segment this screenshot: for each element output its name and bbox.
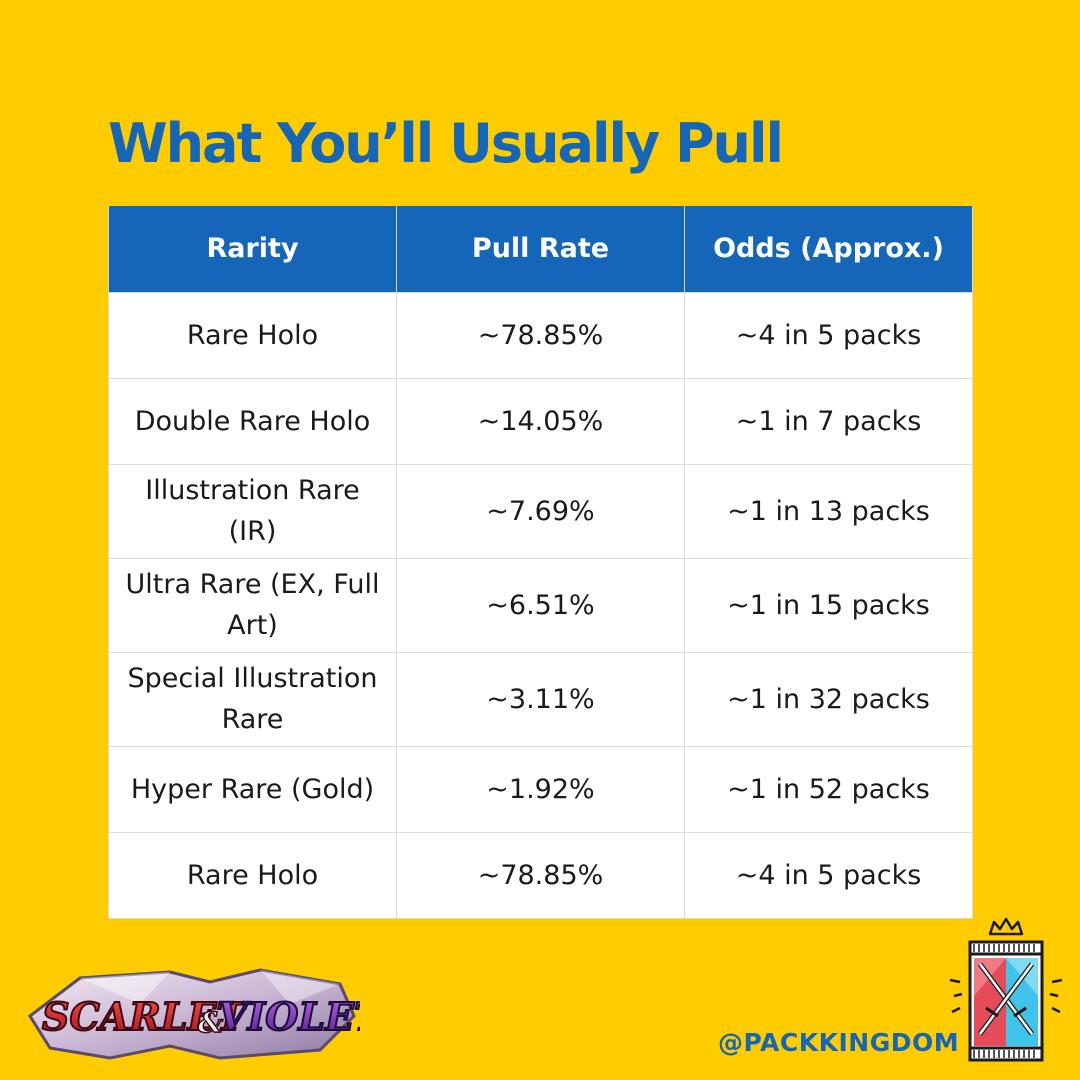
pull-rate-cell: ~7.69%	[396, 463, 685, 559]
logo-scarlet-text: SCARLET	[42, 994, 247, 1039]
odds-cell: ~1 in 52 packs	[684, 745, 973, 833]
page-title: What You’ll Usually Pull	[108, 112, 784, 175]
pull-rate-cell: ~78.85%	[396, 291, 685, 379]
rarity-cell: Double Rare Holo	[108, 377, 397, 465]
social-handle: @PACKKINGDOM	[718, 1028, 960, 1057]
rarity-cell: Special Illustration Rare	[108, 651, 397, 747]
pull-rate-table: Rarity Pull Rate Odds (Approx.) Rare Hol…	[108, 206, 973, 919]
pack-kingdom-crowned-booster-pack-icon	[949, 917, 1063, 1062]
table-row: Double Rare Holo ~14.05% ~1 in 7 packs	[108, 377, 973, 465]
pull-rate-cell: ~78.85%	[396, 831, 685, 919]
column-header-pull-rate: Pull Rate	[396, 206, 685, 293]
table-header-row: Rarity Pull Rate Odds (Approx.)	[108, 206, 973, 293]
logo-violet-text: VIOLET	[218, 994, 360, 1039]
pull-rate-cell: ~14.05%	[396, 377, 685, 465]
table-row: Rare Holo ~78.85% ~4 in 5 packs	[108, 291, 973, 379]
odds-cell: ~4 in 5 packs	[684, 831, 973, 919]
odds-cell: ~1 in 32 packs	[684, 651, 973, 747]
odds-cell: ~1 in 7 packs	[684, 377, 973, 465]
column-header-odds: Odds (Approx.)	[684, 206, 973, 293]
odds-cell: ~1 in 15 packs	[684, 557, 973, 653]
odds-cell: ~1 in 13 packs	[684, 463, 973, 559]
rarity-cell: Ultra Rare (EX, Full Art)	[108, 557, 397, 653]
rarity-cell: Hyper Rare (Gold)	[108, 745, 397, 833]
odds-cell: ~4 in 5 packs	[684, 291, 973, 379]
logo-ampersand: &	[198, 1006, 223, 1039]
table-row: Hyper Rare (Gold) ~1.92% ~1 in 52 packs	[108, 745, 973, 833]
column-header-rarity: Rarity	[108, 206, 397, 293]
pull-rate-cell: ~3.11%	[396, 651, 685, 747]
pull-rate-cell: ~6.51%	[396, 557, 685, 653]
rarity-cell: Rare Holo	[108, 291, 397, 379]
rarity-cell: Rare Holo	[108, 831, 397, 919]
table-row: Ultra Rare (EX, Full Art) ~6.51% ~1 in 1…	[108, 557, 973, 653]
pull-rate-cell: ~1.92%	[396, 745, 685, 833]
table-row: Rare Holo ~78.85% ~4 in 5 packs	[108, 831, 973, 919]
table-row: Special Illustration Rare ~3.11% ~1 in 3…	[108, 651, 973, 747]
rarity-cell: Illustration Rare (IR)	[108, 463, 397, 559]
scarlet-violet-logo: SCARLET & VIOLET	[28, 968, 360, 1060]
table-row: Illustration Rare (IR) ~7.69% ~1 in 13 p…	[108, 463, 973, 559]
